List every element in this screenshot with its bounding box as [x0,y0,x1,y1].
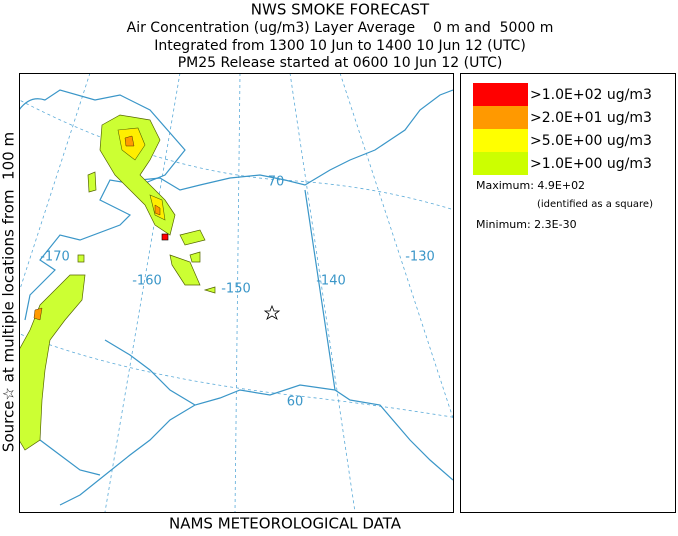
subtitle: Air Concentration (ug/m3) Layer Average … [127,20,554,36]
meridian [289,73,356,512]
title: NWS SMOKE FORECAST [251,1,430,19]
subtitle: PM25 Release started at 0600 10 Jun 12 (… [178,55,503,71]
meridian [234,73,241,512]
graticule-label: 70 [268,175,285,190]
parallel [19,99,453,211]
side-label: Source☆ at multiple locations from 100 m [0,132,18,452]
legend-swatch [473,106,528,129]
maximum: Maximum: 4.9E+02 [476,179,585,192]
max-note: (identified as a square) [537,199,653,210]
map: -170 -160 -150 -140 -130 70 60 [19,73,454,513]
legend-swatch [473,129,528,152]
meridian [104,73,181,512]
graticule-label: -160 [132,274,162,289]
legend-label: >5.0E+00 ug/m3 [530,133,652,149]
minimum: Minimum: 2.3E-30 [476,218,577,231]
coastline [19,89,186,321]
coastline [59,384,336,506]
graticule-label: -140 [316,274,346,289]
graticule-label: -150 [221,282,251,297]
smoke-plume [124,135,161,216]
legend-frame [460,73,676,513]
smoke-plume [33,307,43,321]
coastline [39,439,101,476]
footer: NAMS METEOROLOGICAL DATA [169,515,402,533]
legend-label: >1.0E+02 ug/m3 [530,87,652,103]
subtitle: Integrated from 1300 10 Jun to 1400 10 J… [154,38,526,54]
coastline [139,89,453,191]
parallel [19,333,453,418]
border [304,189,453,481]
map-frame [19,73,454,513]
legend-label: >2.0E+01 ug/m3 [530,110,652,126]
graticule-label: -170 [40,250,70,265]
legend-label: >1.0E+00 ug/m3 [530,156,652,172]
coastline [104,339,196,406]
meridian [339,73,453,420]
legend-swatch [473,83,528,106]
graticule-label: -130 [405,250,435,265]
legend: Maximum: 4.9E+02 (identified as a square… [460,73,676,513]
smoke-plume [117,127,166,221]
meridian [19,73,91,294]
graticule-label: 60 [287,395,304,410]
smoke-plume [77,171,216,294]
legend-swatch [473,152,528,175]
source-star [263,304,281,320]
max-square [161,233,169,241]
